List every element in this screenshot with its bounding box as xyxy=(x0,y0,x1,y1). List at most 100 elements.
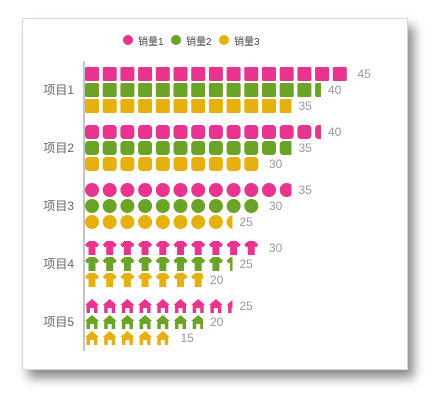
series-bar xyxy=(85,83,321,97)
plot-area: 项目1 45 40 35 项目2 40 35 30 项目3 35 30 25 项目4 30 25 20 项目5 2… xyxy=(43,61,372,351)
bar-symbol xyxy=(279,67,294,81)
data-label: 35 xyxy=(299,99,313,113)
data-label: 45 xyxy=(358,67,372,81)
bar-symbol xyxy=(208,99,223,113)
bar-symbol xyxy=(262,125,276,139)
category-label: 项目3 xyxy=(43,199,74,213)
bar-symbol xyxy=(155,125,170,139)
bar-symbol xyxy=(279,125,294,139)
bar-symbol xyxy=(85,215,99,229)
series-bar xyxy=(85,125,321,139)
bar-symbol xyxy=(279,83,294,97)
bar-symbol xyxy=(173,125,188,139)
bar-symbol xyxy=(102,99,117,113)
legend-label-series-3: 销量3 xyxy=(234,36,260,48)
bar-symbol xyxy=(138,299,153,313)
legend-item-series-1[interactable]: 销量1 xyxy=(123,33,164,48)
bar-symbol xyxy=(208,199,223,213)
bar-symbol xyxy=(102,257,117,271)
bar-symbol xyxy=(208,67,223,81)
bar-symbol xyxy=(120,215,135,229)
bar-symbol xyxy=(208,157,223,171)
bar-symbol xyxy=(191,257,206,271)
bar-symbol xyxy=(138,99,153,113)
bar-symbol xyxy=(173,157,188,171)
data-label: 20 xyxy=(210,273,224,287)
bar-symbol xyxy=(120,125,135,139)
bar-symbol xyxy=(138,199,153,213)
bar-symbol xyxy=(120,315,135,329)
legend-item-series-3[interactable]: 销量3 xyxy=(219,33,260,48)
bar-symbol xyxy=(85,257,99,271)
bar-symbol xyxy=(262,67,276,81)
bar-symbol xyxy=(173,141,188,155)
bar-symbol xyxy=(138,67,153,81)
bar-symbol xyxy=(102,299,117,313)
bar-symbol xyxy=(173,241,188,255)
bar-symbol xyxy=(191,199,206,213)
bar-symbol xyxy=(226,99,241,113)
bar-symbol xyxy=(138,315,153,329)
data-label: 40 xyxy=(328,125,342,139)
bar-symbol xyxy=(191,141,206,155)
bar-symbol xyxy=(138,273,153,287)
legend-swatch-series-2 xyxy=(171,35,181,45)
legend-item-series-2[interactable]: 销量2 xyxy=(171,33,212,48)
bar-symbol xyxy=(244,67,259,81)
bar-symbol xyxy=(208,241,223,255)
bar-symbol xyxy=(85,241,99,255)
bar-symbol xyxy=(279,141,292,155)
bar-symbol xyxy=(155,67,170,81)
bar-symbol xyxy=(226,125,241,139)
bar-symbol xyxy=(173,99,188,113)
data-label: 30 xyxy=(269,157,283,171)
bar-symbol xyxy=(226,83,241,97)
data-label: 25 xyxy=(240,257,254,271)
data-label: 30 xyxy=(269,199,283,213)
bar-symbol xyxy=(173,273,188,287)
bar-symbol xyxy=(85,331,99,345)
bar-symbol xyxy=(138,331,153,345)
bar-symbol xyxy=(138,257,153,271)
series-bar xyxy=(85,199,259,213)
bar-symbol xyxy=(102,157,117,171)
bar-symbol xyxy=(191,125,206,139)
bar-symbol xyxy=(226,299,233,313)
bar-symbol xyxy=(155,315,170,329)
bar-symbol xyxy=(155,141,170,155)
bar-symbol xyxy=(85,199,99,213)
bar-symbol xyxy=(208,183,223,197)
bar-symbol xyxy=(208,141,223,155)
bar-symbol xyxy=(226,257,233,271)
bar-symbol xyxy=(102,315,117,329)
data-label: 35 xyxy=(299,141,313,155)
bar-symbol xyxy=(226,241,241,255)
bar-symbol xyxy=(138,183,153,197)
bar-symbol xyxy=(102,273,117,287)
category-label: 项目1 xyxy=(43,83,74,97)
legend: 销量1 销量2 销量3 xyxy=(23,19,407,59)
series-bar xyxy=(85,141,292,155)
series-bar xyxy=(85,331,170,345)
series-bar xyxy=(85,157,259,171)
bar-symbol xyxy=(85,157,99,171)
bar-symbol xyxy=(155,331,170,345)
bar-symbol xyxy=(155,215,170,229)
bar-symbol xyxy=(279,99,292,113)
bar-symbol xyxy=(155,241,170,255)
bar-symbol xyxy=(315,83,321,97)
bar-symbol xyxy=(85,125,99,139)
bar-symbol xyxy=(120,199,135,213)
bar-symbol xyxy=(191,215,206,229)
bar-symbol xyxy=(120,331,135,345)
bar-symbol xyxy=(155,299,170,313)
bar-symbol xyxy=(191,273,203,287)
bar-symbol xyxy=(244,83,259,97)
data-label: 20 xyxy=(210,315,224,329)
bar-symbol xyxy=(226,215,233,229)
bar-symbol xyxy=(138,83,153,97)
series-bar xyxy=(85,257,233,271)
bar-symbol xyxy=(315,67,330,81)
bar-symbol xyxy=(85,67,99,81)
bar-symbol xyxy=(279,183,292,197)
